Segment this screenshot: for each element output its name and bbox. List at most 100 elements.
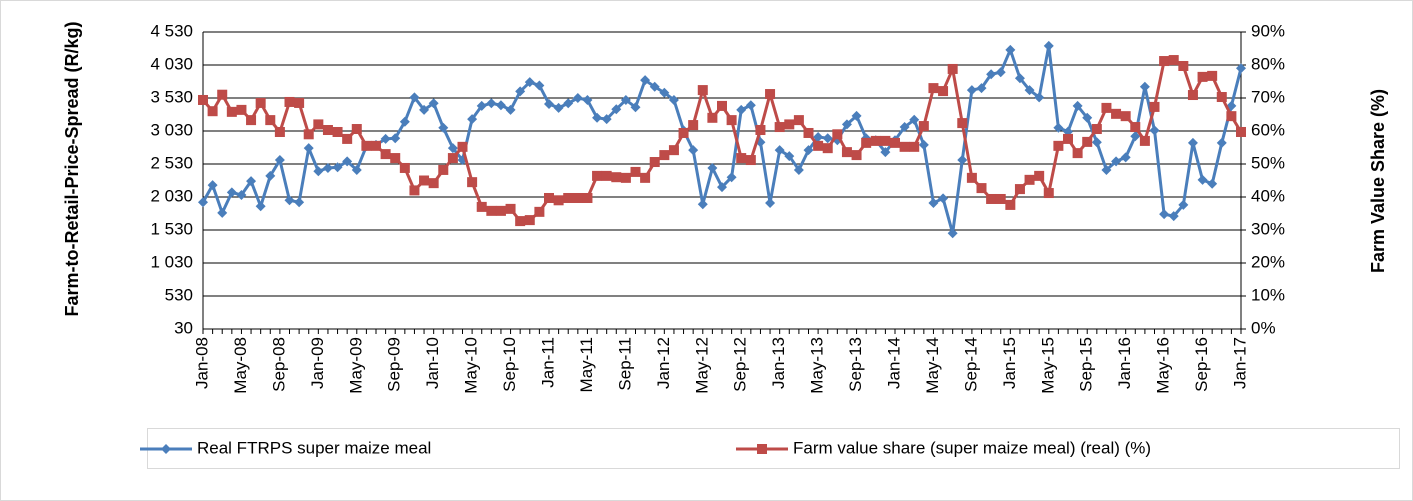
marker bbox=[582, 192, 593, 203]
marker bbox=[332, 126, 343, 137]
marker bbox=[717, 182, 727, 193]
marker bbox=[630, 166, 641, 177]
y2-tick-label: 50% bbox=[1251, 153, 1285, 172]
marker bbox=[582, 94, 593, 105]
marker bbox=[1072, 100, 1083, 111]
marker bbox=[467, 177, 478, 188]
marker bbox=[1168, 55, 1179, 66]
marker bbox=[976, 83, 987, 94]
x-tick-label: Sep-12 bbox=[731, 337, 750, 392]
y-tick-label: 2 030 bbox=[150, 186, 193, 205]
marker bbox=[841, 147, 852, 158]
marker bbox=[486, 205, 497, 216]
marker bbox=[601, 114, 612, 125]
y-tick-label: 3 030 bbox=[150, 120, 193, 139]
y-tick-label: 3 530 bbox=[150, 87, 193, 106]
x-tick-label: Sep-11 bbox=[615, 337, 634, 391]
marker bbox=[1082, 136, 1093, 147]
marker bbox=[1111, 156, 1122, 167]
marker bbox=[793, 164, 804, 175]
marker bbox=[668, 94, 679, 105]
y2-axis-title: Farm Value Share (%) bbox=[1368, 88, 1388, 274]
marker bbox=[1005, 199, 1016, 210]
marker bbox=[207, 106, 218, 117]
marker bbox=[726, 172, 737, 183]
x-tick-label: Jan-10 bbox=[423, 337, 442, 389]
marker bbox=[447, 143, 458, 154]
x-tick-label: Jan-08 bbox=[192, 337, 211, 389]
marker bbox=[832, 129, 843, 140]
marker bbox=[198, 94, 208, 105]
y2-tick-label: 40% bbox=[1251, 186, 1285, 205]
x-tick-label: Jan-13 bbox=[769, 337, 788, 389]
marker bbox=[284, 96, 295, 107]
marker bbox=[284, 195, 295, 206]
x-tick-label: May-08 bbox=[231, 337, 250, 394]
marker bbox=[274, 126, 285, 137]
marker bbox=[649, 157, 660, 168]
marker bbox=[246, 115, 257, 126]
marker bbox=[909, 114, 920, 125]
marker bbox=[572, 93, 583, 103]
marker bbox=[1053, 140, 1064, 151]
marker bbox=[438, 164, 449, 175]
marker bbox=[447, 153, 458, 164]
marker bbox=[678, 127, 689, 138]
marker bbox=[803, 127, 814, 138]
marker bbox=[476, 201, 487, 212]
marker bbox=[880, 147, 891, 158]
marker bbox=[495, 205, 506, 216]
marker bbox=[1178, 60, 1189, 71]
marker bbox=[428, 98, 439, 109]
x-tick-label: Jan-17 bbox=[1230, 337, 1249, 389]
marker bbox=[361, 140, 372, 151]
y2-tick-label: 60% bbox=[1251, 120, 1285, 139]
y-tick-label: 530 bbox=[165, 285, 193, 304]
marker bbox=[486, 98, 497, 109]
marker bbox=[544, 98, 554, 109]
marker bbox=[784, 119, 795, 130]
marker bbox=[1236, 126, 1246, 137]
marker bbox=[1120, 152, 1131, 163]
marker bbox=[1024, 174, 1035, 185]
marker bbox=[467, 114, 478, 125]
marker bbox=[342, 156, 353, 167]
y-tick-label: 30 bbox=[174, 318, 193, 337]
marker bbox=[409, 92, 420, 103]
marker bbox=[457, 141, 468, 152]
marker bbox=[217, 207, 228, 218]
marker bbox=[294, 197, 305, 208]
marker bbox=[1139, 81, 1150, 92]
marker bbox=[505, 104, 516, 115]
marker bbox=[1216, 137, 1227, 148]
y-tick-label: 2 530 bbox=[150, 153, 193, 172]
marker bbox=[822, 133, 833, 144]
marker bbox=[563, 192, 574, 203]
marker bbox=[1034, 92, 1045, 103]
marker bbox=[938, 86, 949, 97]
marker bbox=[620, 94, 631, 105]
x-tick-label: May-15 bbox=[1038, 337, 1057, 394]
x-tick-label: Sep-10 bbox=[500, 337, 519, 392]
marker bbox=[813, 140, 824, 151]
marker bbox=[726, 115, 737, 126]
marker bbox=[841, 119, 852, 130]
y2-tick-label: 20% bbox=[1251, 252, 1285, 271]
marker bbox=[236, 104, 247, 115]
marker bbox=[986, 193, 997, 204]
marker bbox=[736, 104, 747, 115]
marker bbox=[1130, 122, 1141, 133]
marker bbox=[505, 203, 516, 214]
marker bbox=[755, 125, 766, 136]
x-tick-label: Jan-16 bbox=[1115, 337, 1134, 389]
marker bbox=[1236, 63, 1246, 74]
x-tick-label: Sep-08 bbox=[269, 337, 288, 392]
marker bbox=[986, 69, 997, 80]
marker bbox=[1168, 211, 1179, 222]
marker bbox=[918, 139, 929, 150]
marker bbox=[1082, 112, 1093, 123]
marker bbox=[419, 104, 430, 115]
marker bbox=[563, 98, 574, 109]
